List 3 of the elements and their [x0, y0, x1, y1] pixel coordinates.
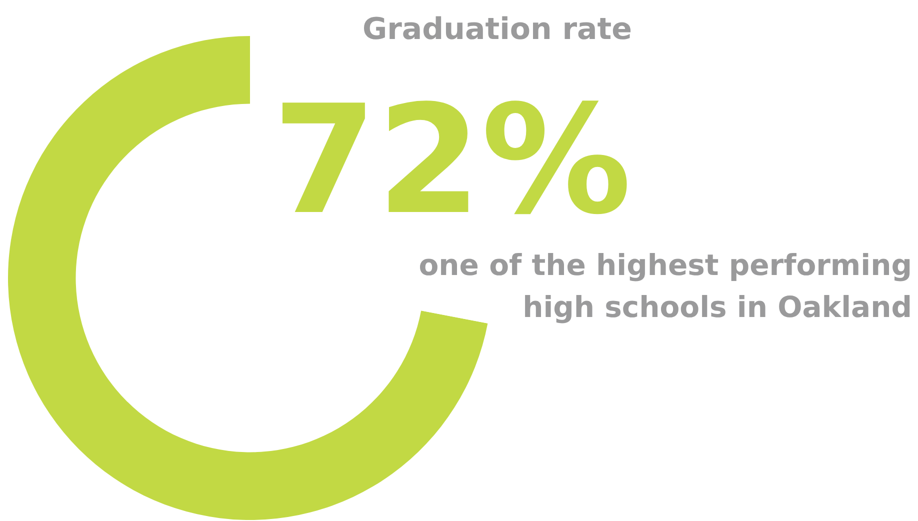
text: one of the highest performing high schools in Oakland — [418, 248, 912, 324]
text: 72% — [272, 74, 632, 248]
chart-title: Graduation rate — [362, 12, 632, 47]
